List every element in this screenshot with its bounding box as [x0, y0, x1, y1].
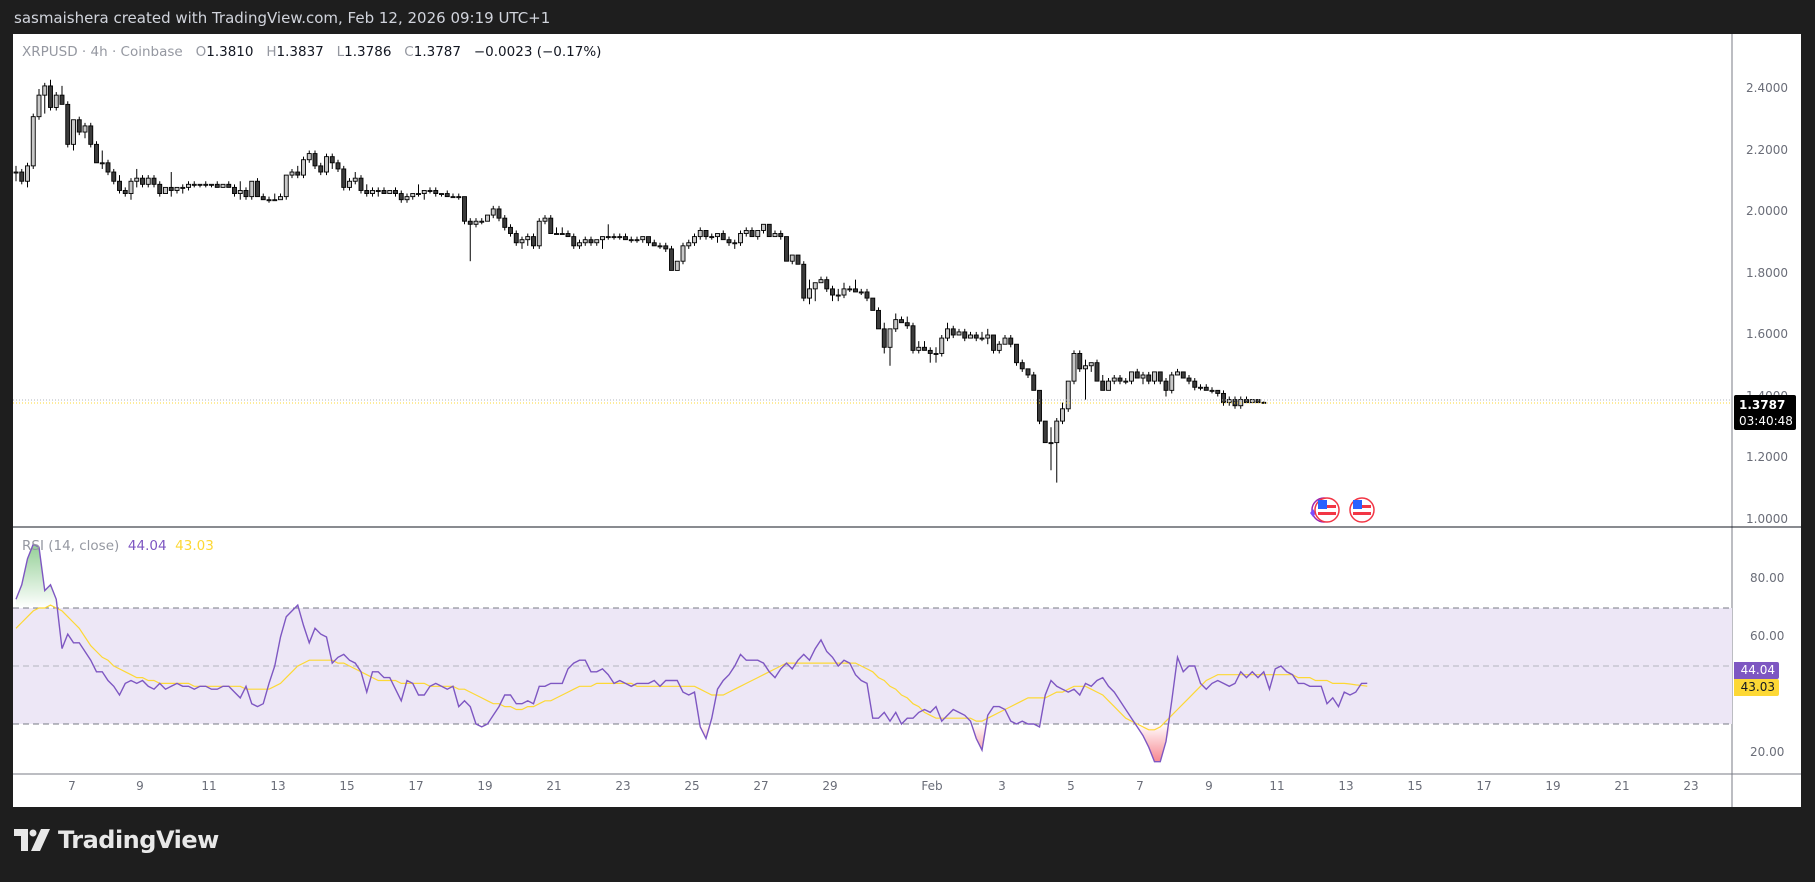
high-label: H — [266, 44, 277, 60]
time-axis-label: 27 — [753, 779, 769, 793]
time-axis-label: 5 — [1067, 779, 1075, 793]
tradingview-logo[interactable]: TradingView — [14, 826, 219, 854]
time-axis-label: Feb — [921, 779, 943, 793]
rsi-ma-value: 43.03 — [175, 538, 214, 554]
price-axis-label: 1.0000 — [1746, 511, 1788, 526]
rsi-pane — [13, 543, 1732, 763]
us-economic-event-icon[interactable] — [1310, 497, 1340, 523]
time-axis-label: 23 — [615, 779, 631, 793]
rsi-axis-label: 80.00 — [1750, 571, 1785, 585]
us-economic-event-icon[interactable] — [1349, 497, 1375, 523]
time-axis-label: 15 — [1407, 779, 1423, 793]
time-axis-label: 9 — [136, 779, 144, 793]
current-price: 1.3787 — [1739, 398, 1786, 412]
time-axis-label: 9 — [1205, 779, 1213, 793]
time-axis-label: 29 — [822, 779, 838, 793]
time-axis-label: 15 — [339, 779, 355, 793]
rsi-ma-line — [15, 604, 1368, 731]
time-axis-label: 19 — [477, 779, 493, 793]
bar-countdown: 03:40:48 — [1739, 414, 1793, 428]
close-value: 1.3787 — [413, 44, 461, 60]
price-change: −0.0023 (−0.17%) — [473, 44, 602, 60]
time-axis-label: 25 — [684, 779, 700, 793]
rsi-ma-value-tag: 43.03 — [1734, 679, 1779, 696]
brand-name: TradingView — [58, 826, 219, 854]
time-axis-label: 17 — [1476, 779, 1492, 793]
rsi-axis-label: 60.00 — [1750, 629, 1785, 643]
price-axis-label: 2.2000 — [1746, 142, 1788, 157]
rsi-legend: RSI (14, close) 44.04 43.03 — [22, 538, 214, 554]
rsi-value-tag: 44.04 — [1734, 662, 1779, 679]
price-axis-label: 1.8000 — [1746, 265, 1788, 280]
time-axis-label: 13 — [270, 779, 286, 793]
time-axis-label: 17 — [408, 779, 424, 793]
time-axis-label: 7 — [1136, 779, 1144, 793]
time-axis-label: 11 — [201, 779, 217, 793]
legend-separator: · — [77, 44, 91, 60]
price-axis-label: 1.6000 — [1746, 327, 1788, 341]
legend-separator: · — [107, 44, 121, 60]
rsi-title[interactable]: RSI (14, close) — [22, 538, 120, 554]
tradingview-logo-icon — [14, 829, 50, 851]
attribution-text: sasmaishera created with TradingView.com… — [14, 9, 551, 27]
exchange: Coinbase — [120, 44, 183, 60]
time-axis-label: 21 — [1614, 779, 1630, 793]
price-axis-label: 2.4000 — [1746, 81, 1788, 95]
interval[interactable]: 4h — [90, 44, 108, 60]
close-label: C — [404, 44, 414, 60]
rsi-line — [15, 543, 1368, 763]
candlestick-series — [13, 79, 1267, 483]
low-label: L — [336, 44, 345, 60]
time-axis-label: 21 — [546, 779, 562, 793]
time-axis-label: 7 — [68, 779, 76, 793]
rsi-value: 44.04 — [127, 538, 167, 554]
high-value: 1.3837 — [276, 44, 324, 60]
price-axis-label: 2.0000 — [1746, 204, 1788, 218]
current-price-tag: 1.3787 03:40:48 — [1734, 395, 1796, 430]
symbol-name[interactable]: XRPUSD — [22, 44, 78, 60]
symbol-legend: XRPUSD · 4h · Coinbase O1.3810 H1.3837 L… — [22, 44, 601, 60]
time-axis-label: 3 — [998, 779, 1006, 793]
attribution-bar: sasmaishera created with TradingView.com… — [0, 0, 1815, 34]
time-axis-label: 19 — [1545, 779, 1561, 793]
time-axis-label: 13 — [1338, 779, 1354, 793]
time-axis-label: 23 — [1683, 779, 1699, 793]
low-value: 1.3786 — [344, 44, 392, 60]
time-axis-label: 11 — [1269, 779, 1285, 793]
rsi-axis-label: 20.00 — [1750, 745, 1785, 759]
open-value: 1.3810 — [206, 44, 254, 60]
open-label: O — [195, 44, 207, 60]
price-axis-label: 1.2000 — [1746, 450, 1788, 464]
